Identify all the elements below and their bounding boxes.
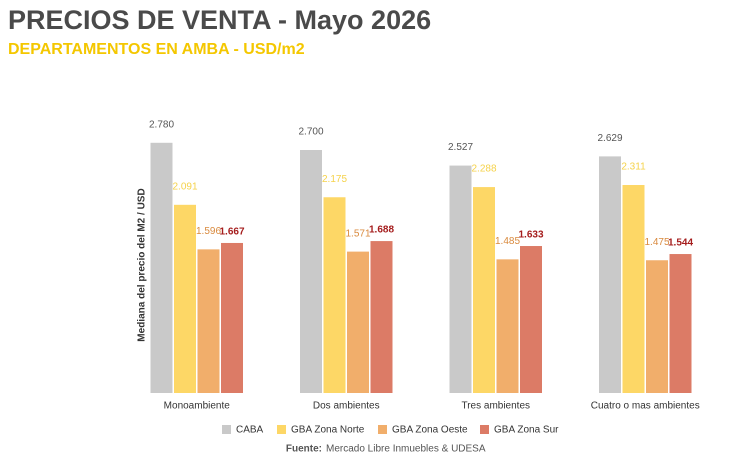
legend-swatch (222, 425, 231, 434)
bar (599, 156, 621, 393)
value-label: 1.667 (219, 227, 244, 238)
bar (449, 165, 472, 393)
bar (323, 197, 346, 393)
legend-label: GBA Zona Norte (291, 425, 365, 436)
value-label: 2.629 (597, 133, 622, 144)
bar (520, 246, 542, 393)
legend-swatch (277, 425, 286, 434)
value-label: 1.485 (495, 236, 520, 247)
value-label: 2.780 (149, 119, 174, 130)
bar (221, 242, 243, 393)
bar (347, 251, 369, 393)
legend-swatch (480, 425, 489, 434)
bar (473, 187, 495, 393)
value-label: 2.175 (322, 174, 347, 185)
bar (622, 185, 645, 393)
bar (370, 241, 393, 393)
x-tick-label: Dos ambientes (313, 401, 380, 412)
value-label: 2.700 (298, 127, 323, 138)
legend-swatch (378, 425, 387, 434)
x-tick-label: Tres ambientes (461, 401, 530, 412)
legend-label: GBA Zona Sur (494, 425, 559, 436)
bar (496, 259, 519, 393)
value-label: 2.288 (471, 164, 496, 175)
chart-title: PRECIOS DE VENTA - Mayo 2026 (8, 5, 431, 35)
chart-subtitle: DEPARTAMENTOS EN AMBA - USD/m2 (8, 41, 305, 58)
bar (150, 142, 173, 393)
legend-label: CABA (236, 425, 264, 436)
legend-label: GBA Zona Oeste (392, 425, 468, 436)
source: Mercado Libre Inmuebles & UDESA (326, 444, 486, 455)
value-label: 1.633 (518, 230, 543, 241)
bar (197, 249, 220, 393)
bar (300, 150, 322, 393)
bar (669, 254, 692, 393)
value-label: 2.311 (621, 162, 646, 173)
source-label: Fuente: (286, 444, 322, 455)
bar (646, 260, 668, 393)
value-label: 1.571 (345, 228, 370, 239)
value-label: 1.475 (644, 237, 669, 248)
y-axis-label: Mediana del precio del M2 / USD (137, 188, 148, 341)
value-label: 2.091 (172, 181, 197, 192)
x-tick-label: Monoambiente (164, 401, 231, 412)
bar (174, 204, 196, 393)
value-label: 1.596 (196, 226, 221, 237)
x-tick-label: Cuatro o mas ambientes (591, 401, 700, 412)
value-label: 1.688 (369, 225, 394, 236)
value-label: 2.527 (448, 142, 473, 153)
value-label: 1.544 (668, 238, 693, 249)
